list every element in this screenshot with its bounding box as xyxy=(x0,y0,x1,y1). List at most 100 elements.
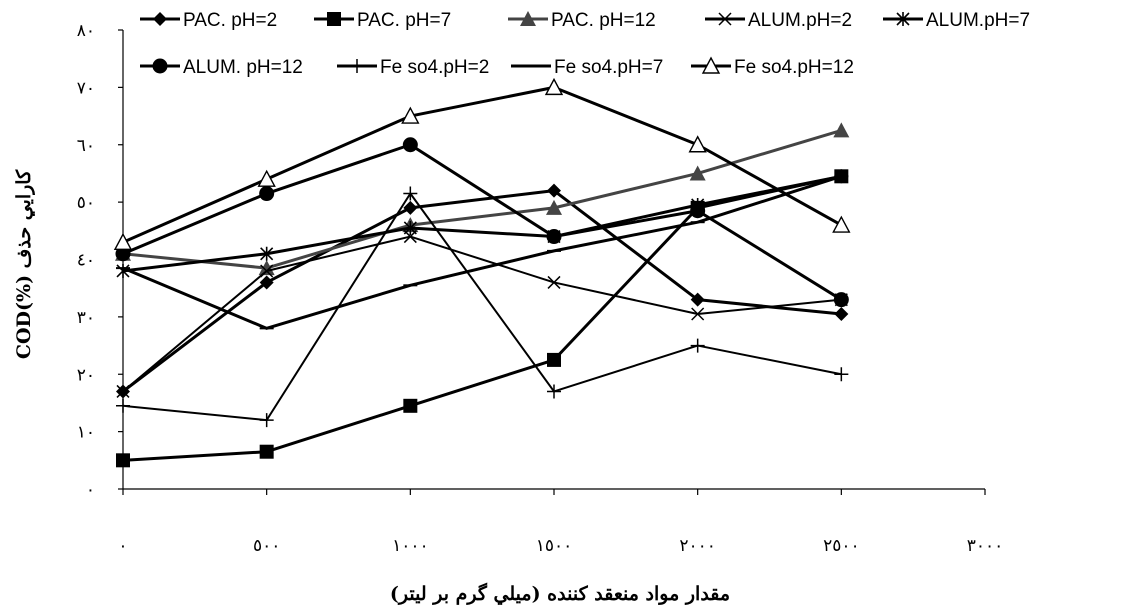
legend-label: PAC. pH=12 xyxy=(551,10,656,31)
data-point xyxy=(401,106,420,124)
data-point xyxy=(688,135,707,153)
series-line xyxy=(122,235,842,393)
data-point xyxy=(402,137,418,153)
data-point xyxy=(403,220,417,235)
data-point xyxy=(832,215,851,233)
series-line xyxy=(122,85,843,244)
data-point xyxy=(833,122,850,138)
data-point xyxy=(690,338,705,353)
x-tick-label: ٥٠٠ xyxy=(253,536,280,556)
legend-swatch-marker xyxy=(152,58,168,74)
x-axis-ticks: ٠ ٥٠٠ ١٠٠٠ ١٥٠٠ ٢٠٠٠ ٢٥٠٠ ٣٠٠٠ xyxy=(118,489,1003,556)
x-tick-label: ٢٠٠٠ xyxy=(679,536,716,556)
legend: PAC. pH=2 PAC. pH=7 PAC. pH=12 ALUM.pH=2 ALU… xyxy=(140,10,1030,78)
x-tick-label: ٢٥٠٠ xyxy=(823,536,860,556)
y-axis-ticks: ٠ ١٠ ٢٠ ٣٠ ٤٠ ٥٠ ٦٠ ٧٠ ٨٠ xyxy=(77,21,123,500)
legend-label: Fe so4.pH=2 xyxy=(380,57,489,78)
data-point xyxy=(113,232,133,250)
legend-swatch-marker xyxy=(701,56,721,74)
legend-label: PAC. pH=2 xyxy=(183,10,277,31)
data-point xyxy=(690,292,705,307)
series-5 xyxy=(116,169,848,278)
series-line xyxy=(122,143,843,301)
series-line xyxy=(122,174,842,462)
data-point xyxy=(546,229,562,245)
series-line xyxy=(122,192,842,422)
data-point xyxy=(547,183,561,198)
series-line xyxy=(122,174,842,273)
legend-label: ALUM.pH=7 xyxy=(926,10,1030,31)
legend-swatch-marker xyxy=(153,12,167,26)
series-2 xyxy=(116,169,849,468)
data-point xyxy=(259,413,274,428)
data-point xyxy=(547,275,561,289)
legend-swatch-marker xyxy=(327,12,341,26)
x-tick-label: ٣٠٠٠ xyxy=(967,536,1004,556)
data-point xyxy=(258,260,275,276)
data-point xyxy=(403,200,418,215)
legend-item: ALUM. pH=12 xyxy=(140,57,303,78)
data-point xyxy=(116,398,130,413)
x-tick-label: ١٠٠٠ xyxy=(392,536,429,556)
data-point xyxy=(833,292,849,308)
x-tick-label: ١٥٠٠ xyxy=(536,536,573,556)
legend-item: ALUM.pH=7 xyxy=(883,10,1030,31)
legend-label: ALUM. pH=12 xyxy=(183,57,303,78)
y-tick-label: ٥٠ xyxy=(77,193,95,213)
data-point xyxy=(689,165,706,181)
legend-item: ALUM.pH=2 xyxy=(705,10,852,31)
data-point xyxy=(260,264,274,278)
data-point xyxy=(259,186,275,202)
legend-swatch-marker xyxy=(520,11,536,26)
series-line xyxy=(122,189,842,393)
legend-swatch-marker xyxy=(896,12,910,26)
y-tick-label: ٧٠ xyxy=(77,78,95,98)
y-tick-label: ٠ xyxy=(86,480,95,500)
legend-label: Fe so4.pH=12 xyxy=(734,57,854,78)
y-tick-label: ٢٠ xyxy=(77,365,95,385)
data-point xyxy=(116,384,130,398)
data-point xyxy=(544,77,564,96)
data-point xyxy=(547,352,561,367)
series-9 xyxy=(113,77,851,250)
legend-label: Fe so4.pH=7 xyxy=(554,57,663,78)
data-point xyxy=(403,398,418,413)
legend-swatch-marker xyxy=(350,59,364,73)
legend-item: Fe so4.pH=12 xyxy=(691,56,854,78)
legend-label: ALUM.pH=2 xyxy=(748,10,852,31)
data-point xyxy=(834,367,849,382)
data-point xyxy=(834,307,849,322)
data-point xyxy=(115,246,131,262)
data-point xyxy=(690,203,706,219)
legend-label: PAC. pH=7 xyxy=(357,10,451,31)
data-point xyxy=(259,444,274,459)
y-tick-label: ١٠ xyxy=(77,423,95,443)
legend-swatch-marker xyxy=(718,12,732,26)
y-tick-label: ٦٠ xyxy=(77,136,95,156)
plot-area: ٠ ١٠ ٢٠ ٣٠ ٤٠ ٥٠ ٦٠ ٧٠ ٨٠ ٠ ٥٠٠ ١٠٠٠ ١٥٠٠ ٢٠٠٠ ٢٥٠٠ ٣٠… xyxy=(77,21,1004,556)
series-6 xyxy=(115,137,849,308)
legend-item: PAC. pH=2 xyxy=(140,10,277,31)
legend-item: PAC. pH=12 xyxy=(508,10,656,31)
data-point xyxy=(259,275,274,290)
y-tick-label: ٤٠ xyxy=(77,251,95,271)
x-axis-title: مقدار مواد منعقد كننده (ميلي گرم بر ليتر… xyxy=(390,582,730,606)
data-point xyxy=(116,453,130,468)
y-tick-label: ٣٠ xyxy=(77,308,95,328)
series-layer xyxy=(113,77,851,468)
x-tick-label: ٠ xyxy=(118,536,127,556)
y-tick-label: ٨٠ xyxy=(77,21,95,41)
series-7 xyxy=(116,186,849,428)
legend-item: PAC. pH=7 xyxy=(314,10,451,31)
legend-item: Fe so4.pH=2 xyxy=(337,57,489,78)
series-line xyxy=(122,174,842,330)
data-point xyxy=(691,307,705,321)
data-point xyxy=(546,199,562,215)
data-point xyxy=(116,263,130,278)
data-point xyxy=(547,384,561,399)
series-line xyxy=(122,128,842,270)
legend-item: Fe so4.pH=7 xyxy=(511,57,663,78)
data-point xyxy=(403,186,418,201)
y-axis-title: COD(%) كارايي حذف xyxy=(13,169,36,359)
